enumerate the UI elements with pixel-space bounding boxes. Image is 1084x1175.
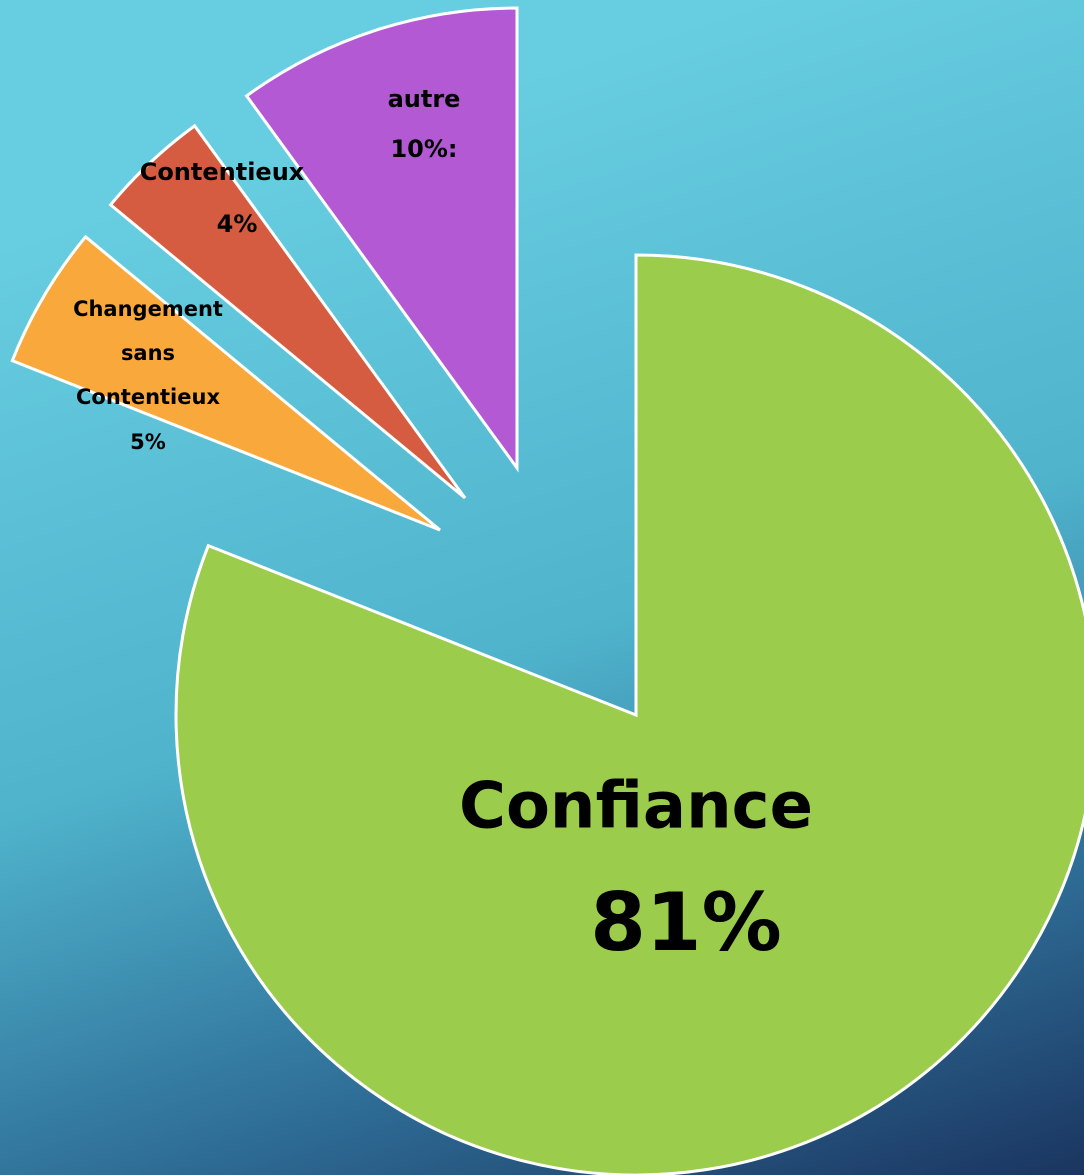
pie-slice: [174, 253, 1084, 1175]
value-label: 4%: [217, 210, 258, 238]
slice-label: Changement sans Contentieux: [73, 297, 223, 409]
pie-slice: [108, 123, 467, 500]
value-label: 5%: [130, 430, 166, 454]
pie-slice: [244, 6, 519, 473]
slice-label: Confiance: [459, 770, 813, 844]
value-label: 81%: [590, 876, 781, 969]
value-label: 10%:: [390, 135, 457, 163]
slice-label: Contentieux: [140, 158, 305, 186]
slice-label: autre: [388, 85, 461, 113]
pie-slice: [10, 234, 441, 532]
